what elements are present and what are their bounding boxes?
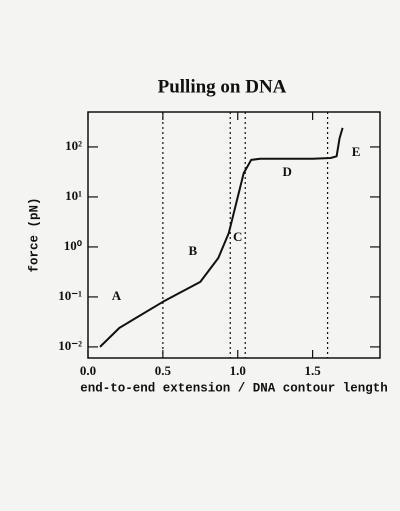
region-label: D [282, 164, 291, 179]
y-tick-label: 10⁻¹ [58, 288, 82, 303]
y-tick-label: 10⁰ [64, 238, 83, 253]
region-label: A [112, 288, 122, 303]
y-tick-label: 10² [65, 138, 82, 153]
chart-title: Pulling on DNA [158, 76, 287, 97]
y-axis-label: force (pN) [27, 197, 41, 272]
x-tick-label: 0.5 [155, 363, 172, 378]
region-label: B [188, 243, 197, 258]
x-axis-label: end-to-end extension / DNA contour lengt… [80, 381, 388, 395]
region-label: C [233, 229, 242, 244]
y-tick-label: 10⁻² [58, 338, 82, 353]
x-tick-label: 1.0 [230, 363, 246, 378]
x-tick-label: 0.0 [80, 363, 96, 378]
data-line [99, 127, 344, 348]
plot-frame [87, 111, 381, 359]
y-tick-label: 10¹ [65, 188, 82, 203]
x-tick-label: 1.5 [304, 363, 321, 378]
region-label: E [352, 144, 361, 159]
